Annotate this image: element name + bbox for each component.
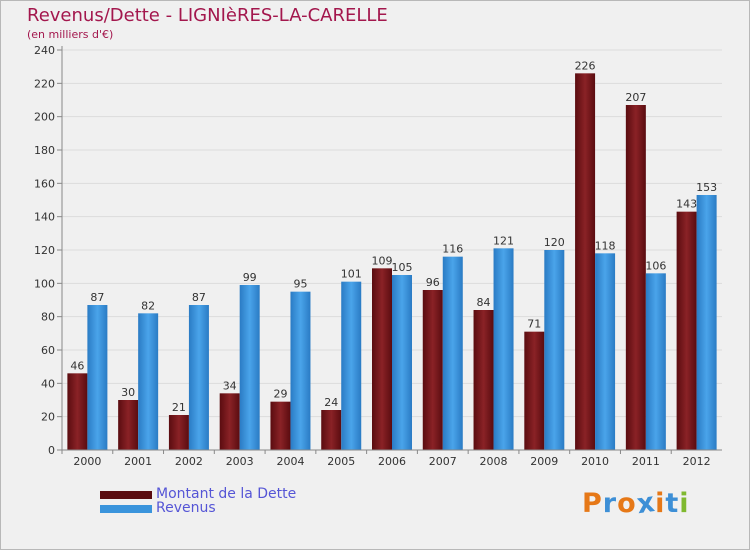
data-label-dette: 21 <box>172 401 186 414</box>
bar-dette-2001 <box>118 400 139 450</box>
data-label-dette: 34 <box>223 379 237 392</box>
chart-title: Revenus/Dette - LIGNIèRES-LA-CARELLE <box>27 5 388 26</box>
y-tick-label: 0 <box>48 444 55 457</box>
y-tick-label: 100 <box>34 277 55 290</box>
bar-dette-2005 <box>321 410 342 450</box>
x-tick-label: 2010 <box>581 455 609 468</box>
data-label-revenus: 82 <box>141 299 155 312</box>
y-tick-label: 20 <box>41 411 55 424</box>
data-label-dette: 71 <box>527 318 541 331</box>
bar-dette-2009 <box>524 331 545 450</box>
logo-letter: o <box>617 488 637 519</box>
data-label-revenus: 105 <box>392 261 413 274</box>
data-label-revenus: 121 <box>493 234 514 247</box>
legend-swatch-revenus <box>100 505 152 513</box>
bar-revenus-2003 <box>239 285 260 450</box>
bar-dette-2003 <box>219 393 240 450</box>
data-label-revenus: 101 <box>341 268 362 281</box>
legend-label-revenus: Revenus <box>156 500 216 516</box>
y-tick-label: 240 <box>34 44 55 57</box>
bar-revenus-2000 <box>87 305 108 450</box>
data-label-dette: 96 <box>426 276 440 289</box>
bar-revenus-2001 <box>138 313 159 450</box>
data-label-dette: 30 <box>121 386 135 399</box>
y-tick-label: 40 <box>41 377 55 390</box>
bar-revenus-2006 <box>392 275 412 450</box>
bar-dette-2008 <box>473 310 494 450</box>
x-tick-label: 2006 <box>378 455 406 468</box>
logo-letter: i <box>655 488 666 519</box>
bar-revenus-2010 <box>595 253 616 450</box>
x-tick-label: 2002 <box>175 455 203 468</box>
bar-dette-2002 <box>168 415 189 450</box>
logo-letter: t <box>665 488 680 519</box>
x-tick-label: 2012 <box>683 455 711 468</box>
logo-letter: P <box>582 488 603 519</box>
x-tick-label: 2009 <box>530 455 558 468</box>
bar-dette-2012 <box>676 211 697 450</box>
data-label-revenus: 116 <box>442 243 463 256</box>
data-label-revenus: 118 <box>595 239 616 252</box>
bar-dette-2011 <box>625 105 646 450</box>
y-tick-label: 220 <box>34 77 55 90</box>
logo-letter: r <box>602 488 618 519</box>
y-tick-label: 200 <box>34 111 55 124</box>
x-tick-label: 2005 <box>327 455 355 468</box>
x-tick-label: 2001 <box>124 455 152 468</box>
data-label-dette: 143 <box>676 198 697 211</box>
y-tick-label: 80 <box>41 311 55 324</box>
bar-revenus-2007 <box>442 256 463 450</box>
data-label-dette: 109 <box>372 254 393 267</box>
x-tick-label: 2008 <box>480 455 508 468</box>
bar-revenus-2002 <box>188 305 209 450</box>
x-tick-label: 2007 <box>429 455 457 468</box>
data-label-dette: 226 <box>575 59 596 72</box>
data-label-revenus: 120 <box>544 236 565 249</box>
y-tick-label: 180 <box>34 144 55 157</box>
data-label-revenus: 87 <box>192 291 206 304</box>
bar-dette-2010 <box>575 73 596 450</box>
x-tick-label: 2003 <box>226 455 254 468</box>
bar-dette-2006 <box>372 268 392 450</box>
bar-revenus-2004 <box>290 291 311 450</box>
bar-revenus-2005 <box>341 281 362 450</box>
bar-revenus-2011 <box>645 273 666 450</box>
bar-dette-2000 <box>67 373 88 450</box>
x-tick-label: 2011 <box>632 455 660 468</box>
data-label-revenus: 106 <box>645 259 666 272</box>
bar-revenus-2012 <box>696 195 717 450</box>
proxiti-logo: Proxiti <box>582 486 690 521</box>
bar-dette-2004 <box>270 401 291 450</box>
data-label-dette: 24 <box>324 396 338 409</box>
chart-subtitle: (en milliers d'€) <box>27 28 114 41</box>
data-label-revenus: 87 <box>90 291 104 304</box>
data-label-dette: 207 <box>625 91 646 104</box>
data-label-dette: 84 <box>477 296 491 309</box>
data-label-revenus: 99 <box>243 271 257 284</box>
logo-letter: i <box>679 488 690 519</box>
x-tick-label: 2004 <box>276 455 304 468</box>
legend-label-dette: Montant de la Dette <box>156 486 297 502</box>
x-tick-label: 2000 <box>73 455 101 468</box>
data-label-revenus: 95 <box>293 278 307 291</box>
legend-swatch-dette <box>100 491 152 499</box>
bar-revenus-2008 <box>493 248 514 450</box>
y-tick-label: 140 <box>34 211 55 224</box>
y-tick-label: 60 <box>41 344 55 357</box>
data-label-revenus: 153 <box>696 181 717 194</box>
bar-dette-2007 <box>422 290 443 450</box>
y-tick-label: 120 <box>34 244 55 257</box>
data-label-dette: 46 <box>70 359 84 372</box>
data-label-dette: 29 <box>273 388 287 401</box>
bar-revenus-2009 <box>544 250 565 450</box>
logo-letter: x <box>634 486 658 521</box>
y-tick-label: 160 <box>34 177 55 190</box>
